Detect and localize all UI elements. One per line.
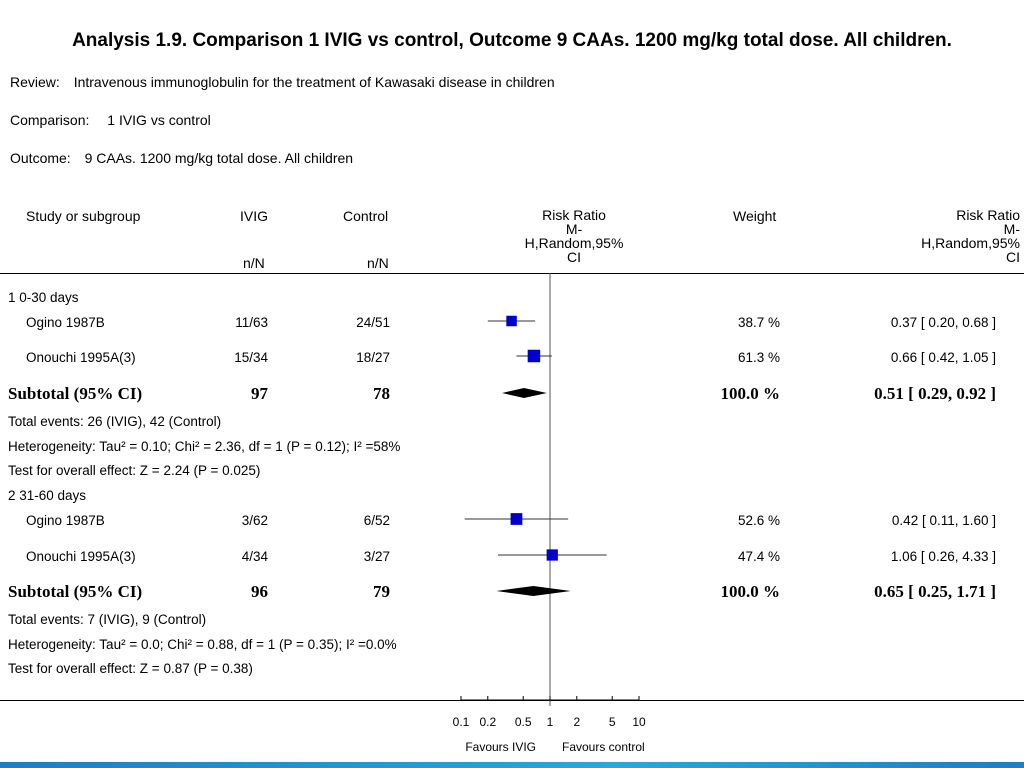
- comparison-label: Comparison:: [10, 112, 90, 128]
- point-estimate-square: [510, 513, 523, 525]
- group-1-label: 1 0-30 days: [8, 290, 79, 305]
- study-weight: 61.3 %: [737, 350, 780, 365]
- subtotal-weight: 100.0 %: [720, 384, 781, 403]
- header-rr-plot: Risk Ratio M- H,Random,95% CI: [494, 208, 654, 264]
- total-events-note: Total events: 7 (IVIG), 9 (Control): [8, 612, 207, 627]
- header-rule: [0, 273, 1024, 274]
- header-rr-plot-sub1: M-: [565, 221, 583, 237]
- total-events-note: Total events: 26 (IVIG), 42 (Control): [8, 414, 222, 429]
- header-ivig-sub: n/N: [243, 255, 265, 271]
- overall-effect-note: Test for overall effect: Z = 2.24 (P = 0…: [8, 463, 261, 478]
- outcome-value: 9 CAAs. 1200 mg/kg total dose. All child…: [84, 150, 354, 166]
- header-control-sub: n/N: [367, 255, 389, 271]
- subtotal-label: Subtotal (95% CI): [8, 384, 143, 403]
- favours-ivig-label: Favours IVIG: [465, 740, 536, 754]
- forest-marks: [464, 315, 607, 596]
- study-name: Ogino 1987B: [26, 513, 105, 528]
- heterogeneity-note: Heterogeneity: Tau² = 0.0; Chi² = 0.88, …: [8, 637, 397, 652]
- header-study: Study or subgroup: [26, 208, 141, 224]
- subtotal-ivig: 96: [251, 582, 268, 601]
- study-control: 18/27: [356, 350, 390, 365]
- study-name: Ogino 1987B: [26, 315, 105, 330]
- x-tick-label: 10: [632, 715, 646, 729]
- header-rr: Risk Ratio M- H,Random,95% CI: [880, 208, 1020, 264]
- favours-control-label: Favours control: [562, 740, 645, 754]
- header-weight: Weight: [733, 208, 777, 224]
- study-weight: 38.7 %: [737, 315, 780, 330]
- study-rr: 1.06 [ 0.26, 4.33 ]: [890, 549, 996, 564]
- group-2-label: 2 31-60 days: [8, 488, 87, 503]
- comparison-line: Comparison: 1 IVIG vs control: [10, 112, 211, 128]
- outcome-line: Outcome: 9 CAAs. 1200 mg/kg total dose. …: [10, 150, 353, 166]
- header-rr-sub2: H,Random,95%: [921, 235, 1020, 251]
- heterogeneity-note: Heterogeneity: Tau² = 0.10; Chi² = 2.36,…: [8, 439, 401, 454]
- outcome-label: Outcome:: [10, 150, 71, 166]
- header-control: Control: [343, 208, 389, 224]
- study-weight: 52.6 %: [737, 513, 780, 528]
- subtotal-control: 79: [373, 582, 390, 601]
- x-tick-label: 2: [573, 715, 580, 729]
- review-line: Review: Intravenous immunoglobulin for t…: [10, 74, 555, 90]
- header-rr-plot-sub2: H,Random,95%: [524, 235, 624, 251]
- point-estimate-square: [546, 549, 558, 561]
- study-name: Onouchi 1995A(3): [26, 549, 136, 564]
- x-tick-label: 1: [547, 715, 554, 729]
- subtotal-diamond: [496, 586, 571, 596]
- study-name: Onouchi 1995A(3): [26, 350, 136, 365]
- subtotal-weight: 100.0 %: [720, 582, 781, 601]
- subtotal-control: 78: [373, 384, 390, 403]
- footer-bar: [0, 762, 1024, 768]
- x-tick-label: 0.1: [453, 715, 470, 729]
- x-tick-label: 0.5: [515, 715, 532, 729]
- study-rr: 0.42 [ 0.11, 1.60 ]: [891, 513, 996, 528]
- study-ivig: 15/34: [234, 350, 268, 365]
- header-rr-plot-title: Risk Ratio: [542, 207, 606, 223]
- header-ivig: IVIG: [240, 208, 269, 224]
- point-estimate-square: [506, 315, 517, 327]
- subtotal-rr: 0.51 [ 0.29, 0.92 ]: [874, 384, 996, 403]
- study-ivig: 11/63: [235, 315, 268, 330]
- study-control: 6/52: [363, 513, 390, 528]
- point-estimate-square: [527, 349, 541, 363]
- x-tick-label: 5: [609, 715, 616, 729]
- subtotal-diamond: [502, 388, 547, 398]
- study-control: 24/51: [356, 315, 390, 330]
- x-axis-ticks: 0.1 0.2 0.5 1 2 5 10: [453, 696, 646, 729]
- study-rr: 0.37 [ 0.20, 0.68 ]: [890, 315, 996, 330]
- study-weight: 47.4 %: [737, 549, 780, 564]
- analysis-title: Analysis 1.9. Comparison 1 IVIG vs contr…: [72, 30, 952, 51]
- study-control: 3/27: [363, 549, 390, 564]
- study-ivig: 3/62: [241, 513, 268, 528]
- review-value: Intravenous immunoglobulin for the treat…: [73, 74, 555, 90]
- review-label: Review:: [10, 74, 60, 90]
- study-ivig: 4/34: [241, 549, 268, 564]
- header-rr-sub1: M-: [1003, 221, 1020, 237]
- overall-effect-note: Test for overall effect: Z = 0.87 (P = 0…: [8, 661, 253, 676]
- study-rr: 0.66 [ 0.42, 1.05 ]: [890, 350, 996, 365]
- subtotal-ivig: 97: [251, 384, 268, 403]
- subtotal-label: Subtotal (95% CI): [8, 582, 143, 601]
- header-rr-title: Risk Ratio: [956, 207, 1020, 223]
- comparison-value: 1 IVIG vs control: [107, 112, 211, 128]
- subtotal-rr: 0.65 [ 0.25, 1.71 ]: [874, 582, 996, 601]
- header-rr-plot-sub3: CI: [567, 249, 581, 265]
- x-tick-label: 0.2: [479, 715, 496, 729]
- header-rr-sub3: CI: [1006, 249, 1020, 265]
